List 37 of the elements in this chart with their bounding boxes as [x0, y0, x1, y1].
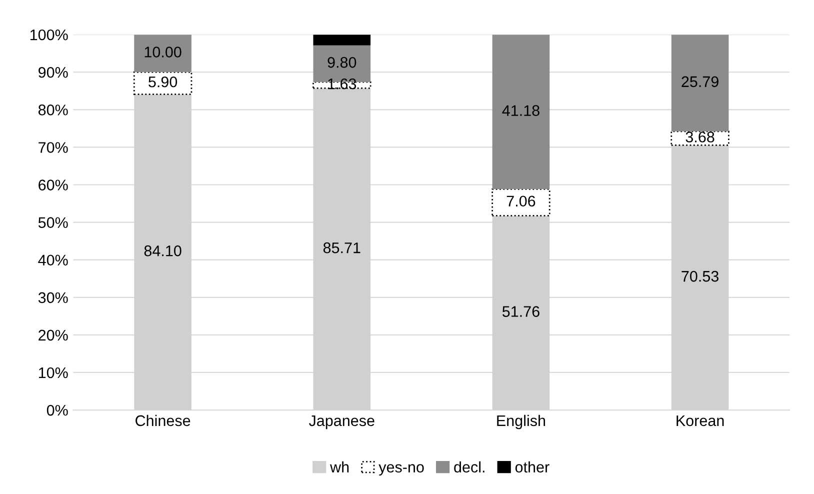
bar: [492, 188, 550, 216]
data-label: 85.71: [323, 242, 360, 254]
y-tick-label: 10%: [38, 367, 68, 378]
y-tick-label: 50%: [38, 217, 68, 228]
data-label: 7.06: [506, 196, 536, 207]
legend-label: other: [515, 461, 550, 473]
data-label: 3.68: [686, 132, 714, 142]
x-tick-label: Chinese: [136, 414, 190, 426]
legend-label: wh: [330, 461, 349, 472]
data-label: 70.53: [682, 270, 718, 282]
x-tick-label: English: [497, 414, 546, 430]
y-tick-label: 40%: [38, 254, 68, 266]
data-label: 10.00: [144, 46, 182, 58]
legend-label: decl.: [454, 461, 484, 473]
data-label: 41.18: [502, 105, 540, 116]
data-label: 1.63: [328, 78, 356, 90]
bar: [133, 71, 192, 95]
bar: [671, 34, 729, 132]
y-tick-label: 60%: [38, 180, 68, 190]
y-tick-label: 20%: [38, 330, 68, 341]
bar: [134, 34, 192, 72]
data-label: 25.79: [682, 76, 718, 88]
data-label: 9.80: [328, 56, 356, 68]
data-label: 5.90: [148, 76, 178, 88]
x-tick-label: Japanese: [308, 415, 374, 430]
y-tick-label: 80%: [38, 104, 68, 116]
y-tick-label: 90%: [38, 66, 68, 78]
y-tick-label: 0%: [46, 404, 68, 416]
y-tick-label: 70%: [38, 142, 68, 153]
data-label: 51.76: [502, 306, 540, 317]
y-tick-label: 30%: [38, 292, 68, 304]
data-label: 84.10: [144, 245, 182, 256]
legend-label: yes-no: [378, 464, 424, 476]
y-tick-label: 100%: [30, 29, 68, 40]
bar: [313, 34, 371, 46]
x-tick-label: Korean: [676, 415, 724, 426]
bar: [492, 34, 550, 190]
